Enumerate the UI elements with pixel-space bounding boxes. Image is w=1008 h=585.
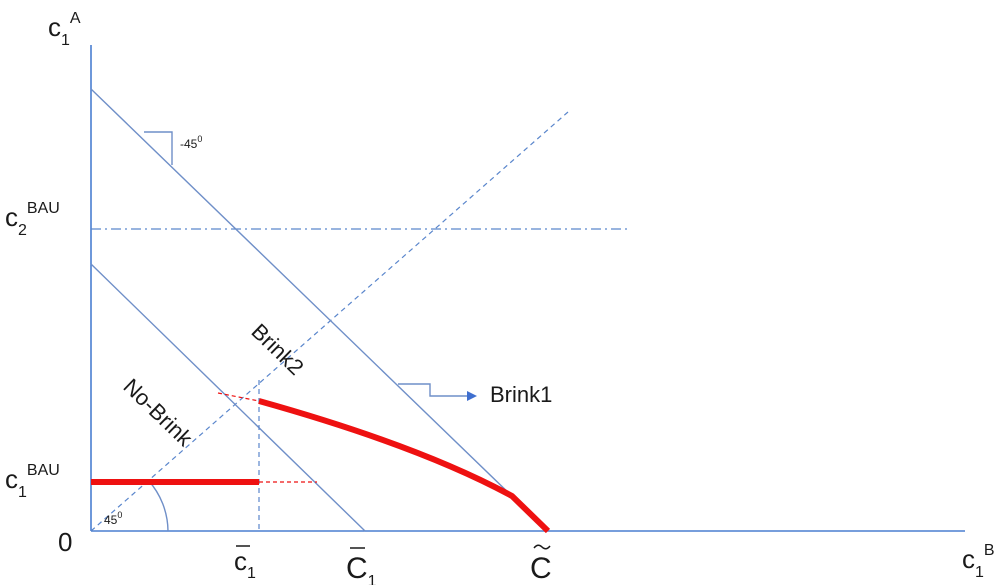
slope-label: -450 — [180, 134, 202, 151]
brink2-label: Brink2 — [247, 319, 309, 380]
cbar-label: c1 — [234, 546, 256, 582]
diagonal-45-line — [90, 111, 569, 532]
red-path-curve-segment — [258, 398, 551, 534]
origin-label: 0 — [58, 527, 72, 557]
no-brink-label: No-Brink — [119, 374, 199, 452]
x-axis-label: c1B — [962, 542, 995, 581]
ctilde-tilde — [533, 544, 551, 550]
y-axis-label: c1A — [48, 10, 81, 49]
cunder-label: C1 — [346, 552, 377, 585]
angle-arc — [147, 479, 169, 532]
brink1-label: Brink1 — [490, 382, 552, 407]
slope-marker — [144, 131, 173, 165]
ctilde-label: C — [530, 552, 552, 585]
no-brink-line — [90, 263, 366, 532]
brink1-line — [90, 88, 549, 532]
c2-bau-label: c2BAU — [5, 200, 60, 239]
c1-bau-label: c1BAU — [5, 462, 60, 501]
angle-label: 450 — [104, 510, 122, 527]
brink1-arrow — [398, 383, 477, 401]
